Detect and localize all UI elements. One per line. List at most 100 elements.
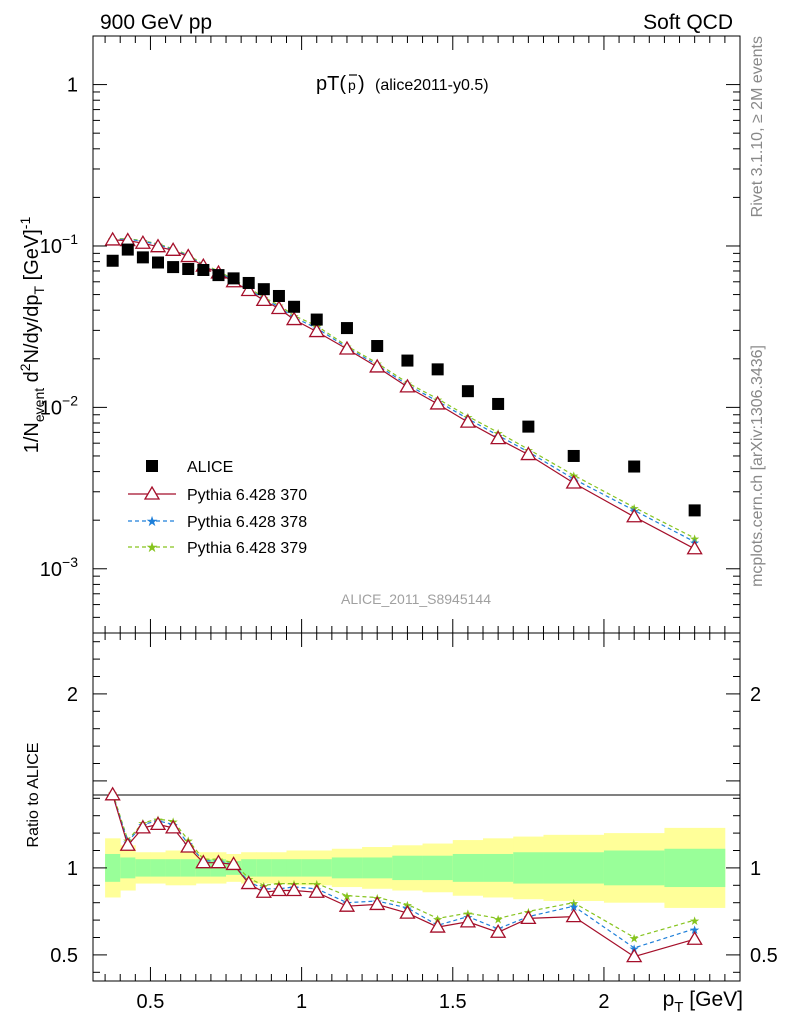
- x-axis-label: pT [GeV]: [663, 988, 743, 1016]
- svg-text:1/Nevent d2N/dy/dpT [GeV]-1: 1/Nevent d2N/dy/dpT [GeV]-1: [17, 217, 47, 454]
- inner-band-segment: [513, 852, 544, 884]
- data-point: [272, 289, 285, 302]
- legend-label-pythia-378: Pythia 6.428 378: [187, 514, 307, 531]
- ratio-point: [686, 930, 703, 945]
- ratio-pythia-6-428-370: [104, 786, 703, 963]
- data-point: [522, 420, 535, 433]
- ratio-point: [270, 882, 288, 897]
- inner-band-segment: [422, 855, 454, 881]
- data-point: [227, 272, 240, 285]
- ratio-uncertainty-bands: [105, 827, 726, 908]
- data-point: [104, 231, 121, 246]
- ratio-point: ★: [629, 932, 640, 946]
- data-point: [149, 238, 167, 253]
- legend-marker-pythia-378: ★: [146, 513, 159, 529]
- ratio-point: [149, 816, 167, 831]
- data-point: [310, 313, 323, 326]
- header-right-label: Soft QCD: [643, 11, 733, 34]
- ratio-point: [180, 838, 197, 853]
- data-point: ★: [629, 501, 640, 515]
- inner-band-segment: [392, 855, 423, 881]
- ratio-point: [429, 918, 446, 933]
- data-point: [626, 508, 643, 523]
- inner-band-segment: [331, 857, 363, 879]
- data-point: [565, 474, 582, 489]
- mcplots-label: mcplots.cern.ch [arXiv:1306.3436]: [749, 345, 766, 587]
- data-point: [401, 354, 414, 367]
- ratio-point: [134, 819, 152, 834]
- ratio-y-tick-label: 0.5: [50, 945, 78, 967]
- main-y-tick-label: 1: [67, 75, 78, 97]
- data-point: [567, 449, 580, 462]
- inner-band-segment: [483, 853, 514, 882]
- data-point: [308, 323, 325, 338]
- data-point: [242, 276, 255, 289]
- ratio-axis-ticks: [93, 633, 740, 981]
- ratio-point: ★: [568, 900, 579, 914]
- data-point: [520, 446, 537, 461]
- ratio-y-tick-label-right: 1: [750, 858, 761, 880]
- main-series-layer: ★★★★★★★★★★★★★★★★★★★★★★★★★★★★★★★★★★★★★★★★…: [104, 231, 703, 555]
- ratio-point: ★: [689, 914, 700, 928]
- data-point: [461, 385, 474, 398]
- ratio-point: [399, 904, 416, 919]
- data-point: [489, 430, 507, 445]
- data-point: [688, 504, 701, 517]
- inner-band-segment: [256, 859, 272, 877]
- ratio-y-axis-label: Ratio to ALICE: [25, 743, 42, 848]
- inner-band-segment: [664, 848, 726, 888]
- ratio-point: [255, 883, 272, 898]
- data-point: [197, 263, 210, 276]
- x-tick-label: 0.5: [137, 991, 165, 1013]
- data-point: [285, 311, 303, 326]
- title-close-label: ): [358, 73, 365, 95]
- data-point: [459, 413, 477, 428]
- ratio-point: [104, 786, 121, 801]
- ratio-panel-frame: [92, 632, 741, 982]
- legend-label-alice: ALICE: [187, 459, 233, 476]
- series-pythia-6-428-370: [104, 231, 703, 555]
- legend-label-pythia-370: Pythia 6.428 370: [187, 487, 307, 504]
- x-tick-label: 1: [296, 991, 307, 1013]
- ratio-point: [369, 896, 386, 911]
- data-point: [340, 322, 353, 335]
- ratio-point: [210, 854, 227, 869]
- data-point: [628, 460, 641, 473]
- data-point: [121, 243, 134, 256]
- data-point: [255, 292, 272, 307]
- inner-band-segment: [105, 853, 121, 882]
- ratio-y-tick-label-right: 2: [750, 684, 761, 706]
- svg-text:pT [GeV]: pT [GeV]: [663, 988, 743, 1016]
- inner-band-segment: [286, 859, 303, 877]
- inner-band-segment: [603, 850, 665, 886]
- ratio-point: [565, 908, 582, 923]
- inner-band-segment: [271, 859, 287, 877]
- data-point: [270, 300, 288, 315]
- ratio-point: [626, 948, 643, 963]
- ratio-y-tick-label: 1: [67, 858, 78, 880]
- main-axis-ticks: [93, 35, 740, 634]
- title-tag-label: (alice2011-y0.5): [375, 77, 489, 94]
- data-point: [431, 363, 444, 376]
- data-point: [371, 340, 384, 353]
- data-point: [180, 248, 197, 263]
- main-y-axis-label: 1/Nevent d2N/dy/dpT [GeV]-1: [17, 217, 47, 454]
- ratio-point: ★: [568, 897, 579, 911]
- ratio-point: [285, 882, 303, 897]
- data-point: [134, 234, 152, 249]
- inner-band-segment: [150, 859, 166, 877]
- data-point: [429, 395, 446, 410]
- data-point: [212, 269, 225, 282]
- ratio-y-tick-label: 2: [67, 684, 78, 706]
- main-y-tick-labels: 1 10−1 10−2 10−3: [40, 75, 78, 581]
- legend-marker-pythia-379: ★: [146, 539, 159, 555]
- data-point: [136, 251, 149, 264]
- header-left-label: 900 GeV pp: [100, 11, 212, 34]
- legend-marker-alice: [146, 460, 158, 472]
- data-point: [492, 397, 505, 410]
- series-alice: [106, 243, 701, 517]
- ratio-point: [195, 854, 212, 869]
- data-point: [686, 540, 703, 555]
- data-point: [257, 283, 270, 296]
